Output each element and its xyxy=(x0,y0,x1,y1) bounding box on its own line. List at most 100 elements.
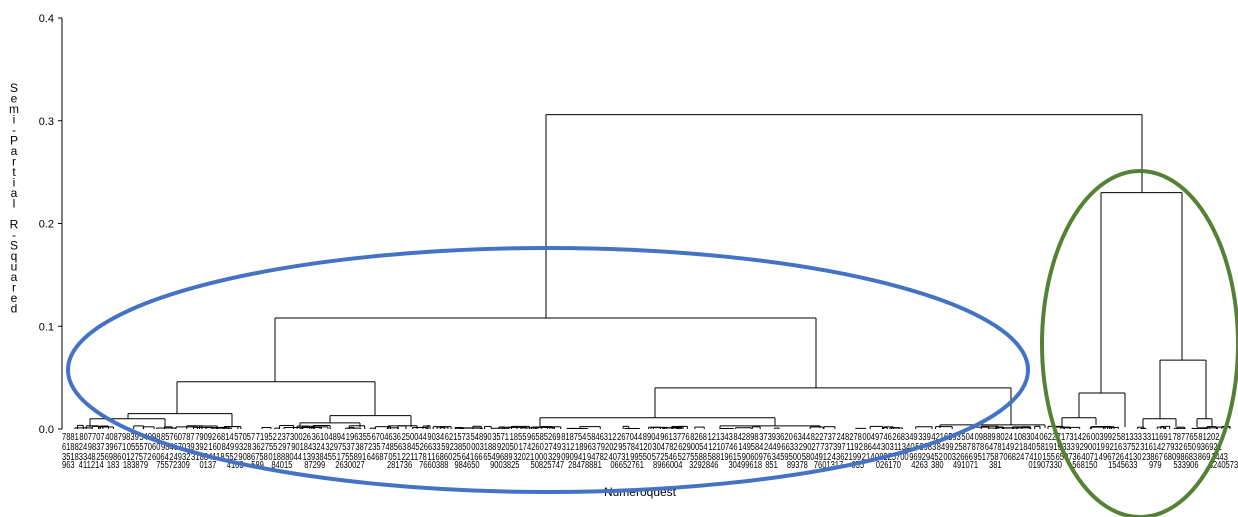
leaf-label: 6064 xyxy=(152,452,169,463)
leaf-label: 248278 xyxy=(837,432,863,443)
leaf-label: 23867 xyxy=(1142,452,1163,463)
leaf-label: 68098683 xyxy=(1164,452,1198,463)
leaf-label: 2630027 xyxy=(335,460,365,471)
y-tick-label: 0.3 xyxy=(39,116,54,128)
leaf-label: 09889 xyxy=(975,432,996,443)
y-tick-label: 0.1 xyxy=(39,321,54,333)
leaf-label: 3311691 xyxy=(1143,432,1173,443)
leaf-label: 7660388 xyxy=(419,460,449,471)
leaf-label: 0127572 xyxy=(122,452,152,463)
leaf-label: 650736 xyxy=(1056,452,1082,463)
y-axis-title-char: i xyxy=(13,113,16,127)
y-axis-title-char: R xyxy=(10,218,19,232)
leaf-label: 6704636 xyxy=(372,432,402,443)
leaf-label: 5846312 xyxy=(587,432,617,443)
leaf-label: 85760787 xyxy=(161,432,195,443)
y-axis-title-char: q xyxy=(11,249,18,263)
leaf-label: 581333 xyxy=(1117,432,1143,443)
leaf-label: 75572309 xyxy=(156,460,190,471)
leaf-label: 84015 xyxy=(271,460,292,471)
leaf-label: 58819615 xyxy=(708,452,742,463)
leaf-label: 650 xyxy=(1183,442,1196,453)
leaf-label: 4130 xyxy=(1125,452,1142,463)
leaf-label: 304782 xyxy=(652,442,678,453)
leaf-label: 1210746 xyxy=(708,442,738,453)
leaf-label: 268349 xyxy=(892,432,918,443)
annotation-layer xyxy=(66,169,1238,517)
leaf-label: 8644 xyxy=(864,442,881,453)
leaf-label: 08225700 xyxy=(875,452,909,463)
leaf-label: 621573 xyxy=(445,432,471,443)
y-axis-title-char: P xyxy=(10,134,18,148)
y-axis-title-char: t xyxy=(12,165,16,179)
leaf-label: 333 xyxy=(1062,442,1075,453)
leaf-label: 963 xyxy=(62,460,75,471)
leaf-label: 23730026 xyxy=(277,432,311,443)
y-axis-title-char: S xyxy=(10,239,18,253)
leaf-label: 504 xyxy=(961,432,974,443)
leaf-label: 01888044 xyxy=(268,452,302,463)
y-axis-title-char: r xyxy=(12,281,16,295)
leaf-label: 149584 xyxy=(738,442,764,453)
leaf-label: 0622 xyxy=(1039,432,1056,443)
leaf-label: 1443 xyxy=(1211,452,1228,463)
leaf-label: 869 xyxy=(1198,452,1211,463)
leaf-label: 30311340 xyxy=(881,442,915,453)
leaf-label: 29027 xyxy=(799,442,820,453)
leaf-label: 807707 xyxy=(79,432,105,443)
leaf-label: 174260 xyxy=(519,442,545,453)
y-axis-title-char: r xyxy=(12,155,16,169)
leaf-label: 878 xyxy=(972,442,985,453)
leaf-label: 7932 xyxy=(1166,442,1183,453)
leaf-label: 8966004 xyxy=(653,460,683,471)
leaf-label: 3459500 xyxy=(772,452,802,463)
leaf-label: 40731 xyxy=(609,452,630,463)
leaf-label: 39671 xyxy=(105,442,126,453)
leaf-label: 496726 xyxy=(1099,452,1125,463)
leaf-label: 160 xyxy=(208,442,221,453)
leaf-label: 7881 xyxy=(62,432,79,443)
leaf-label: 6478149 xyxy=(985,442,1015,453)
leaf-label: 362755 xyxy=(252,442,278,453)
leaf-label: 568150 xyxy=(1072,460,1098,471)
leaf-label: 94782 xyxy=(587,452,608,463)
leaf-label: 4263 xyxy=(911,460,928,471)
leaf-label: 3292846 xyxy=(689,460,719,471)
leaf-label: 32021 xyxy=(513,452,534,463)
leaf-label: 53983 xyxy=(915,442,936,453)
leaf-label: 2587 xyxy=(954,442,971,453)
leaf-label: 849 xyxy=(222,442,235,453)
leaf-label: 339 xyxy=(918,432,931,443)
leaf-label: 748563 xyxy=(381,442,407,453)
leaf-label: 1855 xyxy=(510,432,527,443)
leaf-label: 737397 xyxy=(820,442,846,453)
leaf-label: 96929452 xyxy=(909,452,943,463)
leaf-label: 155 xyxy=(1042,452,1055,463)
leaf-label: 000 xyxy=(535,452,548,463)
leaf-label: 581919 xyxy=(1036,442,1062,453)
leaf-label: 297 xyxy=(278,442,291,453)
leaf-label: 1545633 xyxy=(1108,460,1138,471)
leaf-label: 9837 xyxy=(88,442,105,453)
leaf-label: 381 xyxy=(989,460,1002,471)
leaf-label: 6290054 xyxy=(678,442,708,453)
leaf-label: 90184324 xyxy=(291,442,325,453)
leaf-label: 380 xyxy=(931,460,944,471)
leaf-label: 96585269 xyxy=(527,432,561,443)
leaf-label: 121343 xyxy=(708,432,734,443)
leaf-label: 4071 xyxy=(1081,452,1098,463)
y-axis-title-char: i xyxy=(13,176,16,190)
y-axis-title-char: e xyxy=(11,291,18,305)
leaf-labels: 7881 807707 40879839 54098 85760787 79092 6814… xyxy=(62,432,1238,471)
leaf-label: 329 xyxy=(548,452,561,463)
leaf-label: 1192 xyxy=(846,442,863,453)
leaf-label: 2449 xyxy=(764,442,781,453)
leaf-label: 411214 xyxy=(79,460,105,471)
y-axis-title-char: d xyxy=(11,302,18,316)
leaf-label: 822737 xyxy=(811,432,837,443)
leaf-label: 951758 xyxy=(973,452,999,463)
leaf-label: 8499 xyxy=(937,442,954,453)
leaf-label: 9086758 xyxy=(238,452,268,463)
leaf-label: 572546 xyxy=(652,452,678,463)
